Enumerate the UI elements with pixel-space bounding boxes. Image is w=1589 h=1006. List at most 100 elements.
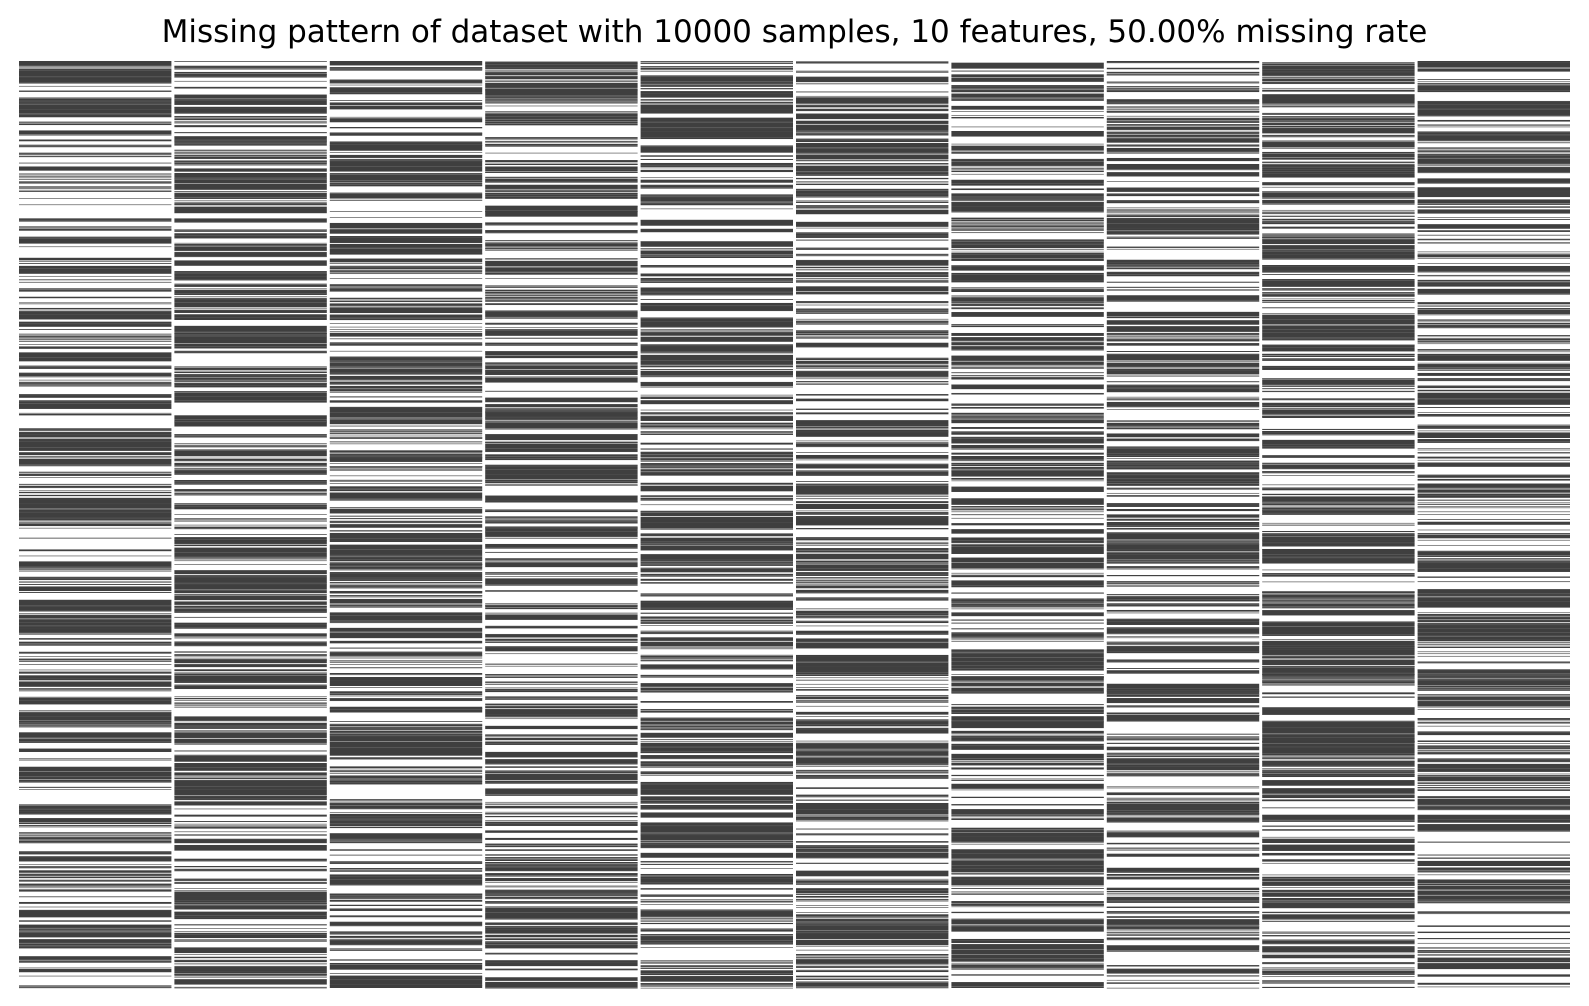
present-band [951,289,1104,291]
present-band [951,244,1104,249]
present-band [951,509,1104,510]
present-band [796,666,949,673]
present-band [174,144,327,146]
present-band [485,501,638,503]
present-band [1262,77,1415,78]
present-band [640,472,793,473]
present-band [1106,214,1260,216]
present-band [329,454,483,455]
present-band [951,419,1104,420]
present-band [1262,114,1415,115]
present-band [1262,157,1415,160]
present-band [951,687,1104,692]
present-band [951,305,1104,307]
present-band [951,778,1104,780]
present-band [174,198,327,199]
present-band [329,802,483,804]
present-band [19,943,172,945]
present-band [1262,743,1415,747]
present-band [1417,534,1570,539]
present-band [951,753,1104,759]
present-band [174,976,327,978]
present-band [329,87,483,93]
present-band [485,816,638,818]
present-band [1106,88,1260,90]
present-band [640,789,793,790]
present-band [485,351,638,356]
present-band [19,366,172,367]
present-band [1417,495,1570,496]
present-band [1262,358,1415,360]
present-band [174,675,327,677]
present-band [485,509,638,511]
present-band [1417,499,1570,501]
present-band [1417,459,1570,461]
present-band [1262,807,1415,809]
present-band [796,207,949,209]
present-band [1106,72,1260,74]
present-band [1417,414,1570,416]
present-band [19,400,172,402]
present-band [329,939,483,941]
present-band [1262,734,1415,738]
present-band [1417,699,1570,701]
present-band [329,307,483,314]
present-band [329,605,483,607]
present-band [329,521,483,523]
present-band [951,173,1104,175]
present-band [174,189,327,190]
present-band [640,187,793,188]
present-band [1262,943,1415,945]
present-band [485,376,638,378]
present-band [796,109,949,110]
present-band [1106,420,1260,422]
present-band [329,583,483,585]
present-band [1417,251,1570,253]
present-band [174,933,327,934]
present-band [485,441,638,443]
present-band [19,581,172,583]
present-band [1106,583,1260,584]
present-band [951,819,1104,820]
present-band [1262,874,1415,876]
present-band [329,607,483,608]
present-band [1262,678,1415,680]
present-band [1106,612,1260,614]
present-band [174,731,327,733]
present-band [796,616,949,617]
present-band [640,797,793,799]
present-band [1106,951,1260,952]
present-band [796,621,949,624]
present-band [951,217,1104,219]
present-band [1417,335,1570,337]
present-band [951,817,1104,819]
present-band [174,825,327,827]
present-band [1262,289,1415,291]
present-band [640,62,793,64]
present-band [951,145,1104,151]
present-band [1262,182,1415,186]
present-band [951,266,1104,268]
present-band [640,117,793,122]
present-band [640,256,793,258]
present-band [951,940,1104,944]
present-band [174,236,327,239]
present-band [485,572,638,573]
present-band [640,970,793,974]
present-band [329,894,483,895]
present-band [329,577,483,579]
present-band [329,470,483,471]
present-band [485,770,638,772]
present-band [329,483,483,484]
present-band [485,371,638,372]
present-band [1262,540,1415,543]
present-band [1417,787,1570,789]
present-band [329,429,483,430]
present-band [329,181,483,182]
present-band [1417,83,1570,84]
present-band [1106,581,1260,583]
present-band [174,183,327,190]
present-band [1106,399,1260,401]
present-band [1106,353,1260,355]
present-band [1417,632,1570,636]
